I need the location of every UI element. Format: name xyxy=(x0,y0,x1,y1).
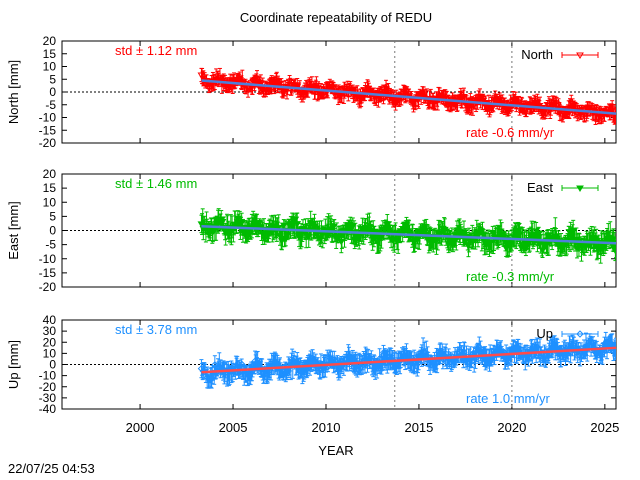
trend-line xyxy=(201,225,617,245)
chart-title: Coordinate repeatability of REDU xyxy=(240,10,432,25)
trend-line xyxy=(201,79,617,115)
y-tick-label: 15 xyxy=(43,47,57,61)
y-tick-label: -10 xyxy=(39,111,57,125)
y-tick-label: 5 xyxy=(49,209,56,223)
y-tick-label: -10 xyxy=(39,369,57,383)
legend-marker xyxy=(576,185,584,192)
y-tick-label: -40 xyxy=(39,402,57,416)
data-point xyxy=(385,97,394,104)
y-tick-label: -5 xyxy=(45,238,56,252)
y-tick-label: 40 xyxy=(43,313,57,327)
y-tick-label: 0 xyxy=(49,85,56,99)
y-tick-label: -20 xyxy=(39,280,57,294)
legend-marker xyxy=(576,52,584,59)
y-tick-label: 20 xyxy=(43,335,57,349)
y-tick-label: 0 xyxy=(49,358,56,372)
legend-label: East xyxy=(527,180,553,195)
rate-label: rate -0.6 mm/yr xyxy=(466,125,555,140)
y-tick-label: 0 xyxy=(49,224,56,238)
y-tick-label: 20 xyxy=(43,167,57,181)
y-axis-label: North [mm] xyxy=(6,60,21,124)
y-tick-label: -5 xyxy=(45,98,56,112)
y-tick-label: -20 xyxy=(39,136,57,150)
y-tick-label: 15 xyxy=(43,181,57,195)
y-tick-label: -10 xyxy=(39,252,57,266)
y-tick-label: -30 xyxy=(39,391,57,405)
y-tick-label: 10 xyxy=(43,60,57,74)
y-axis-label: Up [mm] xyxy=(6,340,21,389)
rate-label: rate -0.3 mm/yr xyxy=(466,269,555,284)
data-point xyxy=(573,105,581,112)
y-tick-label: 10 xyxy=(43,346,57,360)
data-point xyxy=(329,223,338,231)
data-point xyxy=(611,248,616,255)
y-axis-label: East [mm] xyxy=(6,201,21,260)
y-tick-label: 10 xyxy=(43,195,57,209)
legend-label: North xyxy=(521,47,553,62)
std-label: std ± 1.46 mm xyxy=(115,176,197,191)
y-tick-label: -15 xyxy=(39,123,57,137)
y-tick-label: -15 xyxy=(39,266,57,280)
data-point xyxy=(337,239,346,246)
data-point xyxy=(264,367,273,375)
y-tick-label: -20 xyxy=(39,380,57,394)
std-label: std ± 1.12 mm xyxy=(115,43,197,58)
y-tick-label: 30 xyxy=(43,324,57,338)
y-tick-label: 5 xyxy=(49,72,56,86)
y-tick-label: 20 xyxy=(43,34,57,48)
data-point xyxy=(237,360,246,368)
